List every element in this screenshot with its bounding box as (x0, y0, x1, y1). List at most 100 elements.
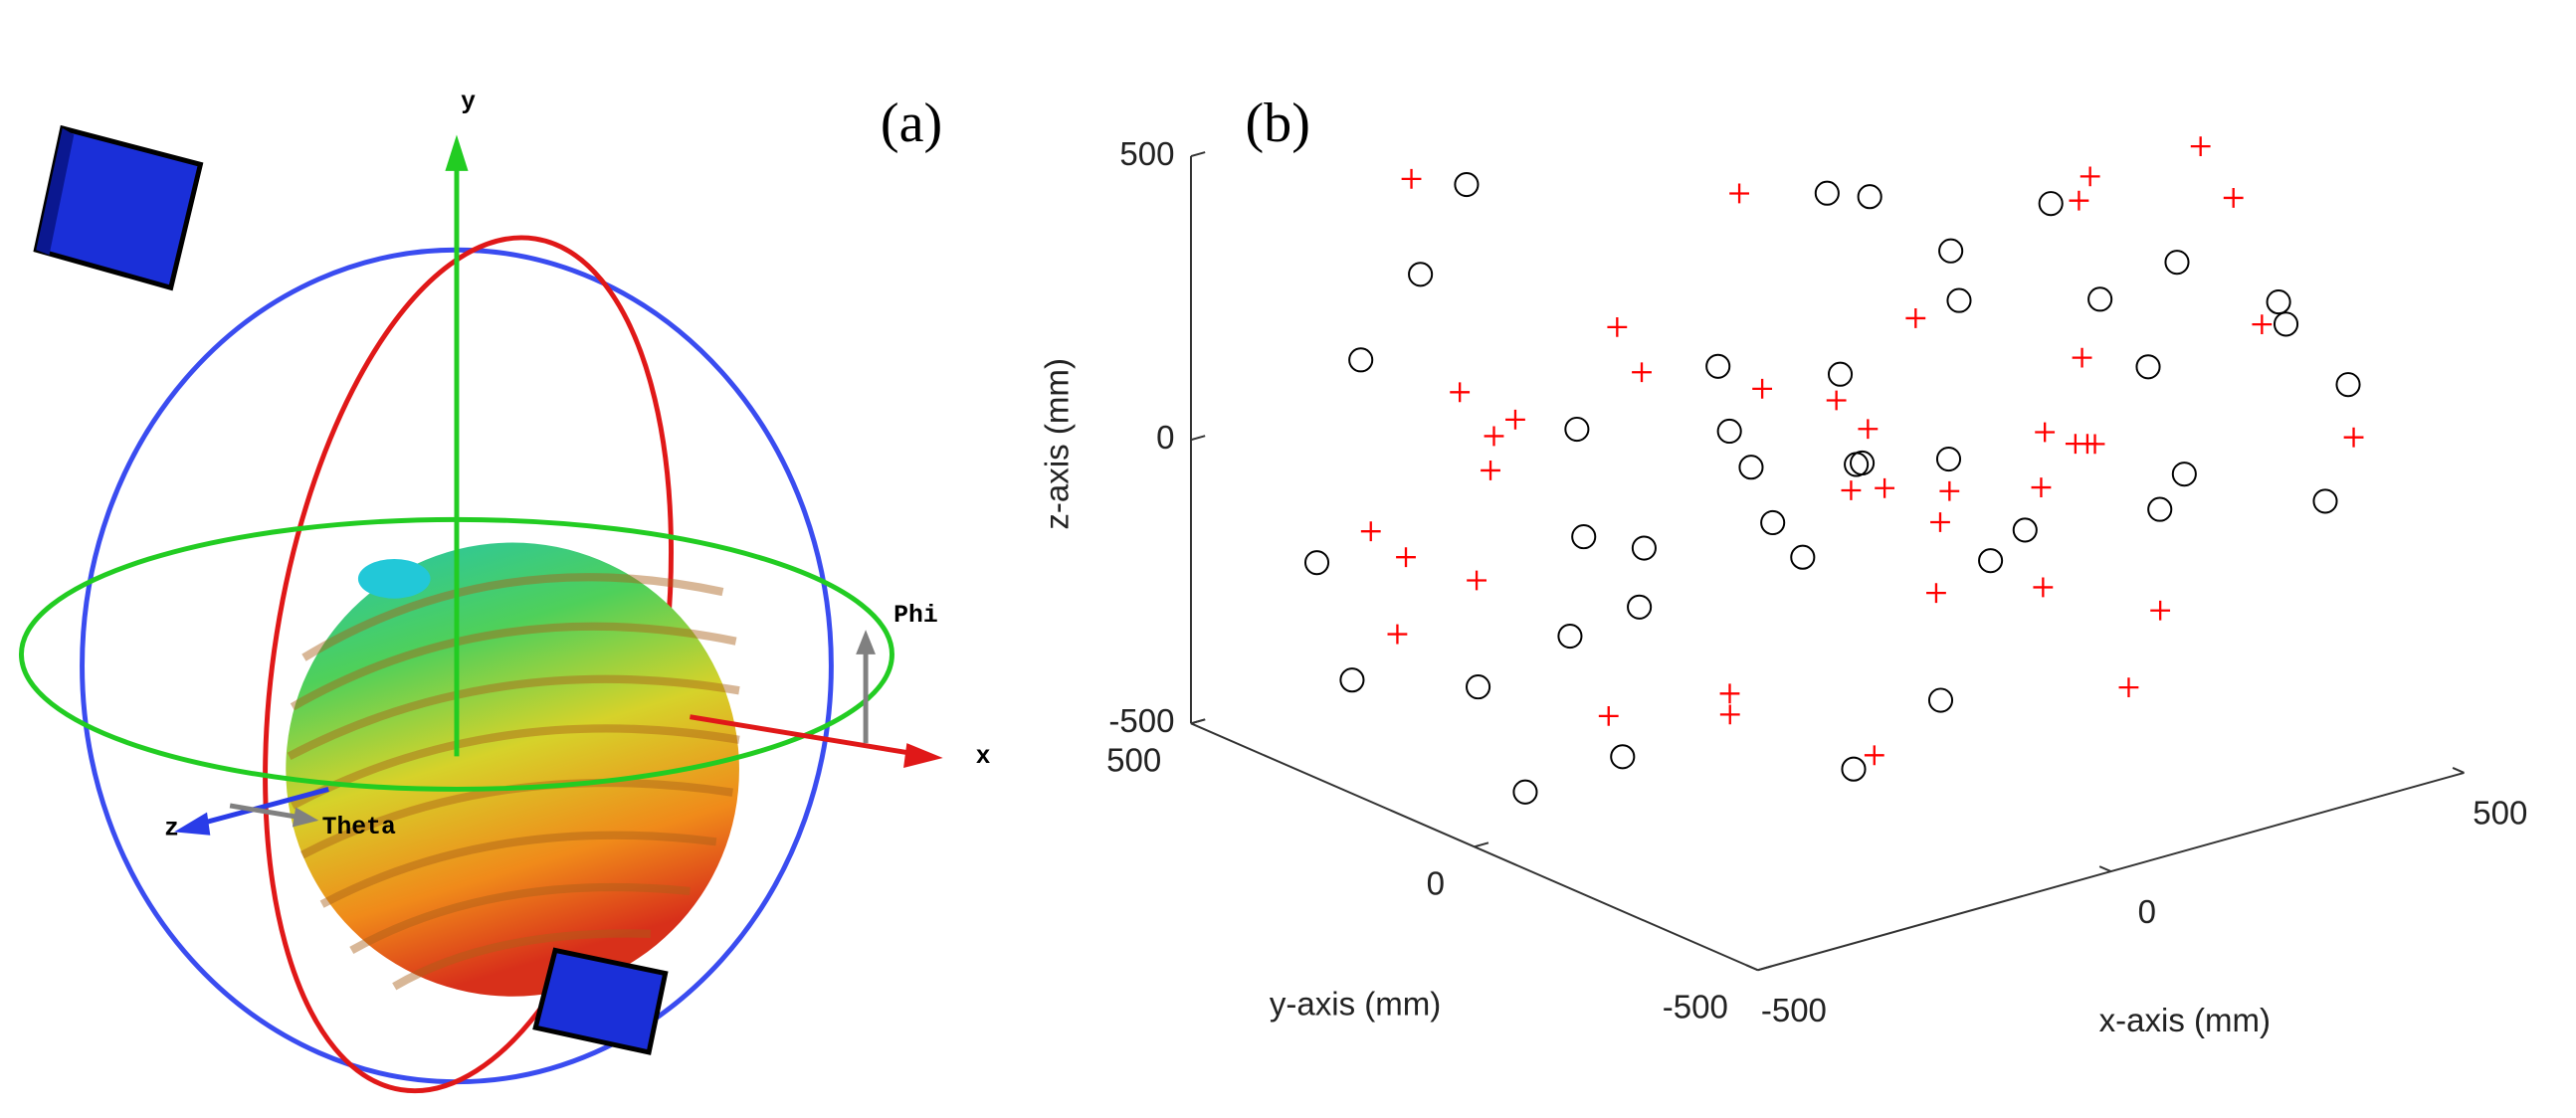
point (1738, 455, 1764, 480)
point (1557, 623, 1583, 650)
point (1466, 674, 1491, 700)
arrowhead (445, 134, 469, 171)
point (1401, 168, 1422, 189)
arrowhead (856, 630, 876, 654)
x-axis-label: x-axis (mm) (2099, 1003, 2271, 1039)
axis-label: x (976, 743, 991, 771)
point (2012, 517, 2038, 543)
point (2069, 190, 2089, 211)
x-tick (1745, 964, 1758, 972)
cube-side (36, 127, 75, 256)
x-axis (1757, 771, 2465, 972)
point (1935, 446, 1962, 472)
cube (33, 124, 204, 291)
point (1564, 416, 1590, 443)
point (1978, 548, 2004, 574)
y-tick-label: 500 (1106, 743, 1161, 780)
point (1512, 779, 1538, 805)
point (2312, 488, 2338, 514)
point (1607, 316, 1628, 337)
point (2147, 496, 2173, 522)
point (2252, 314, 2273, 335)
point (1716, 418, 1742, 445)
point (1396, 547, 1416, 568)
point (1408, 262, 1434, 287)
point (2072, 347, 2092, 368)
point (1450, 382, 1471, 403)
z-tick-label: 500 (1119, 136, 1174, 173)
point (1610, 744, 1636, 770)
point (1946, 287, 1972, 313)
theta-arrow (229, 803, 299, 820)
point (1360, 521, 1381, 542)
x-tick (2098, 865, 2111, 872)
z-axis-label: z-axis (mm) (1040, 358, 1077, 530)
point (1467, 570, 1486, 591)
point (1705, 353, 1731, 379)
point (1481, 461, 1500, 480)
point (1858, 419, 1879, 440)
point (1632, 362, 1652, 383)
point (1303, 550, 1330, 576)
axis-label: y (461, 89, 476, 116)
point (2343, 427, 2364, 448)
point (1841, 480, 1862, 500)
point (1505, 409, 1525, 430)
point (2164, 250, 2190, 276)
axis-label: Phi (893, 602, 938, 630)
point (2190, 136, 2211, 157)
point (1841, 756, 1867, 782)
point (1930, 512, 1950, 532)
y-tick (1757, 965, 1773, 972)
axis-label: z (164, 816, 179, 843)
y-tick-label: -500 (1663, 990, 1728, 1026)
arrowhead (903, 743, 943, 768)
point (2080, 166, 2100, 187)
point (2335, 372, 2361, 398)
point (2087, 286, 2113, 312)
point (1790, 544, 1816, 570)
point (2038, 191, 2064, 217)
arrowhead (174, 812, 211, 836)
axis-label: Theta (322, 814, 396, 841)
point (1905, 308, 1926, 328)
point (1939, 480, 1960, 501)
z-axis-arrow (193, 787, 329, 829)
point (2031, 477, 2052, 497)
z-tick-label: -500 (1108, 703, 1174, 740)
point (1864, 745, 1884, 766)
y-tick (1474, 841, 1489, 848)
point (1719, 683, 1740, 704)
x-axis-arrow (690, 714, 920, 758)
arrowhead (292, 807, 319, 828)
point (1484, 426, 1504, 447)
point (1938, 238, 1964, 264)
y-axis (1190, 722, 1758, 972)
point (2223, 188, 2244, 208)
panel-label: (b) (1245, 93, 1309, 154)
x-tick (2452, 767, 2465, 774)
z-tick (1190, 151, 1206, 157)
point (2273, 311, 2299, 337)
point (2171, 462, 2197, 487)
z-tick (1190, 435, 1206, 442)
point (1857, 184, 1882, 210)
pattern-tip (357, 559, 431, 599)
x-tick-label: -500 (1761, 993, 1827, 1029)
point (1752, 378, 1773, 399)
point (1926, 583, 1946, 604)
x-tick-label: 500 (2473, 796, 2527, 833)
point (1387, 624, 1408, 645)
point (2084, 434, 2105, 455)
canvas: y x z Phi Theta (a) (b) -5000500-5000500… (18, 89, 2528, 1094)
point (1454, 171, 1480, 198)
point (1571, 524, 1597, 550)
point (1875, 477, 1895, 498)
point (2150, 600, 2171, 621)
point (2266, 289, 2291, 315)
point (1826, 390, 1847, 411)
radiation-pattern (286, 542, 739, 997)
y-tick-label: 0 (1427, 866, 1445, 903)
